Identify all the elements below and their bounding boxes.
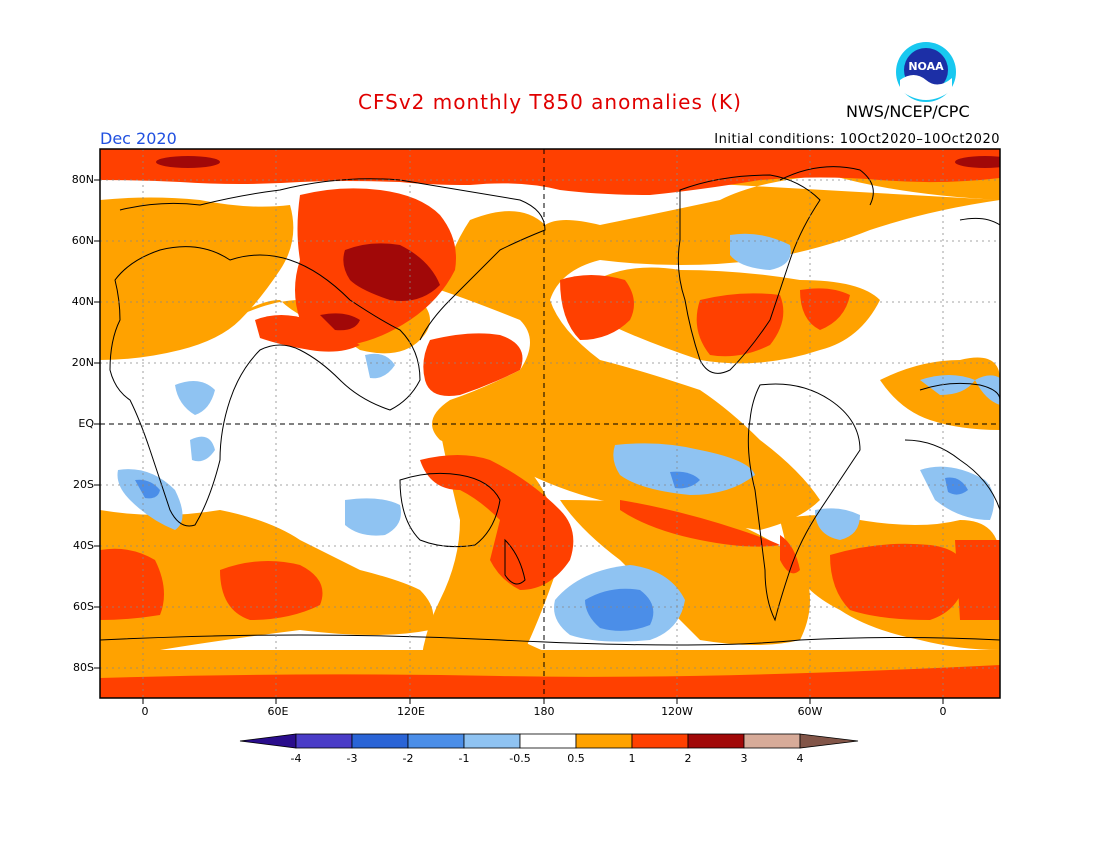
colorbar-segment — [407, 733, 465, 749]
colorbar-label: 0.5 — [567, 752, 585, 765]
agency-label: NWS/NCEP/CPC — [846, 102, 970, 121]
colorbar-label: -3 — [346, 752, 358, 765]
anomaly-darkred-areas — [156, 156, 1000, 331]
lon-label: 60W — [797, 705, 823, 718]
colorbar-segment — [295, 733, 353, 749]
colorbar-segment — [239, 733, 297, 749]
anomaly-blue-areas — [135, 471, 968, 631]
noaa-logo: NOAA — [894, 40, 958, 104]
lon-label: 120W — [661, 705, 693, 718]
colorbar-label: -2 — [402, 752, 414, 765]
initial-conditions: Initial conditions: 10Oct2020–10Oct2020 — [714, 132, 1000, 147]
coastlines — [100, 166, 1000, 646]
colorbar-label: 2 — [684, 752, 692, 765]
lon-label: 60E — [267, 705, 289, 718]
equator-dateline — [100, 149, 1000, 698]
lat-label: EQ — [78, 417, 94, 430]
lon-label: 120E — [397, 705, 425, 718]
colorbar-label: 3 — [740, 752, 748, 765]
colorbar-label: 1 — [628, 752, 636, 765]
lat-label: 80S — [73, 661, 94, 674]
map-title: CFSv2 monthly T850 anomalies (K) — [358, 90, 742, 114]
lon-label: 0 — [141, 705, 149, 718]
colorbar-segment — [351, 733, 409, 749]
lat-label: 20S — [73, 478, 94, 491]
colorbar-segment — [519, 733, 577, 749]
lat-label: 20N — [71, 356, 94, 369]
map-gridlines — [100, 149, 1000, 698]
axis-ticks — [94, 179, 944, 704]
forecast-month: Dec 2020 — [100, 129, 177, 148]
colorbar-segment — [799, 733, 859, 749]
colorbar-label: -0.5 — [509, 752, 531, 765]
lat-label: 40N — [71, 295, 94, 308]
colorbar-segment — [631, 733, 689, 749]
colorbar-segment — [575, 733, 633, 749]
colorbar-segment — [743, 733, 801, 749]
lat-label: 40S — [73, 539, 94, 552]
colorbar-label: -1 — [458, 752, 470, 765]
lat-label: 80N — [71, 173, 94, 186]
lat-label: 60N — [71, 234, 94, 247]
lat-label: 60S — [73, 600, 94, 613]
lon-label: 0 — [939, 705, 947, 718]
colorbar-label: -4 — [290, 752, 302, 765]
lon-label: 180 — [533, 705, 555, 718]
colorbar — [239, 733, 859, 749]
colorbar-segment — [463, 733, 521, 749]
svg-text:NOAA: NOAA — [908, 60, 944, 73]
colorbar-label: 4 — [796, 752, 804, 765]
colorbar-segment — [687, 733, 745, 749]
